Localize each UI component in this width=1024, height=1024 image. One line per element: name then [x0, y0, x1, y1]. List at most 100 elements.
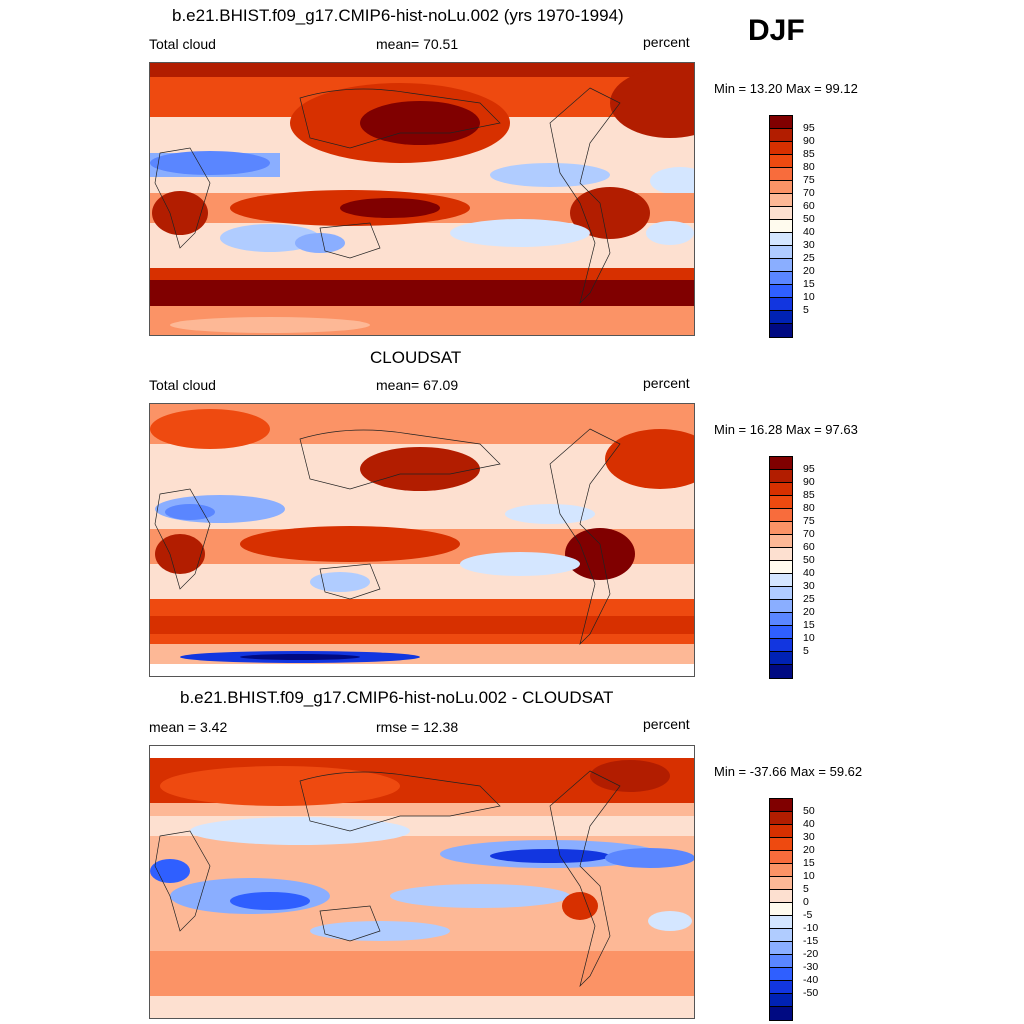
colorbar-swatch [770, 799, 792, 812]
colorbar-tick-label: 60 [803, 541, 815, 553]
colorbar-tick-label: 20 [803, 844, 815, 856]
colorbar-tick-label: 30 [803, 239, 815, 251]
panel-3-map-field [150, 746, 694, 1018]
colorbar-swatch [770, 942, 792, 955]
colorbar-swatch [770, 665, 792, 678]
panel-2-colorbar [769, 456, 793, 679]
colorbar-swatch [770, 968, 792, 981]
season-label: DJF [748, 14, 805, 47]
colorbar-swatch [770, 574, 792, 587]
colorbar-tick-label: 80 [803, 502, 815, 514]
colorbar-tick-label: 20 [803, 265, 815, 277]
colorbar-tick-label: -40 [803, 974, 819, 986]
colorbar-swatch [770, 825, 792, 838]
panel-3-map [149, 745, 695, 1019]
colorbar-swatch [770, 600, 792, 613]
colorbar-swatch [770, 324, 792, 337]
colorbar-swatch [770, 298, 792, 311]
colorbar-swatch [770, 613, 792, 626]
colorbar-swatch [770, 259, 792, 272]
colorbar-swatch [770, 838, 792, 851]
colorbar-swatch [770, 496, 792, 509]
colorbar-tick-label: -5 [803, 909, 813, 921]
colorbar-tick-label: -15 [803, 935, 819, 947]
colorbar-swatch [770, 877, 792, 890]
colorbar-tick-label: 95 [803, 463, 815, 475]
colorbar-swatch [770, 890, 792, 903]
panel-1-units-label: percent [643, 34, 690, 50]
panel-2-title: CLOUDSAT [370, 348, 462, 367]
colorbar-tick-label: 30 [803, 580, 815, 592]
colorbar-tick-label: 85 [803, 148, 815, 160]
colorbar-tick-label: 95 [803, 122, 815, 134]
colorbar-swatch [770, 587, 792, 600]
colorbar-swatch [770, 246, 792, 259]
panel-2-map-field [150, 404, 694, 676]
colorbar-tick-label: -20 [803, 948, 819, 960]
colorbar-tick-label: 80 [803, 161, 815, 173]
panel-3-rmse-label: rmse = 12.38 [376, 719, 459, 735]
colorbar-swatch [770, 561, 792, 574]
colorbar-swatch [770, 535, 792, 548]
panel-1-title: b.e21.BHIST.f09_g17.CMIP6-hist-noLu.002 … [172, 6, 624, 25]
panel-2-mean-label: mean= 67.09 [376, 377, 459, 393]
colorbar-swatch [770, 812, 792, 825]
colorbar-swatch [770, 864, 792, 877]
colorbar-swatch [770, 994, 792, 1007]
colorbar-tick-label: 70 [803, 187, 815, 199]
colorbar-tick-label: 15 [803, 278, 815, 290]
colorbar-tick-label: 30 [803, 831, 815, 843]
colorbar-tick-label: 90 [803, 135, 815, 147]
colorbar-tick-label: 40 [803, 818, 815, 830]
panel-1-colorbar [769, 115, 793, 338]
colorbar-swatch [770, 181, 792, 194]
colorbar-tick-label: 60 [803, 200, 815, 212]
colorbar-swatch [770, 903, 792, 916]
colorbar-swatch [770, 470, 792, 483]
colorbar-swatch [770, 981, 792, 994]
colorbar-swatch [770, 955, 792, 968]
colorbar-swatch [770, 233, 792, 246]
colorbar-swatch [770, 457, 792, 470]
colorbar-swatch [770, 194, 792, 207]
panel-3-units-label: percent [643, 716, 690, 732]
colorbar-swatch [770, 220, 792, 233]
panel-3-minmax: Min = -37.66 Max = 59.62 [714, 764, 863, 779]
colorbar-swatch [770, 129, 792, 142]
panel-3-title: b.e21.BHIST.f09_g17.CMIP6-hist-noLu.002 … [180, 688, 614, 707]
colorbar-swatch [770, 626, 792, 639]
colorbar-tick-label: 5 [803, 645, 809, 657]
colorbar-tick-label: 85 [803, 489, 815, 501]
colorbar-tick-label: 50 [803, 554, 815, 566]
colorbar-tick-label: 5 [803, 883, 809, 895]
colorbar-tick-label: 10 [803, 870, 815, 882]
colorbar-tick-label: 20 [803, 606, 815, 618]
colorbar-tick-label: 75 [803, 515, 815, 527]
colorbar-tick-label: -10 [803, 922, 819, 934]
colorbar-tick-label: 5 [803, 304, 809, 316]
colorbar-tick-label: 40 [803, 226, 815, 238]
colorbar-tick-label: 0 [803, 896, 809, 908]
colorbar-swatch [770, 285, 792, 298]
colorbar-tick-label: -50 [803, 987, 819, 999]
panel-1-mean-label: mean= 70.51 [376, 36, 459, 52]
colorbar-tick-label: 15 [803, 857, 815, 869]
panel-2-variable-label: Total cloud [149, 377, 216, 393]
panel-2-map [149, 403, 695, 677]
colorbar-tick-label: 50 [803, 805, 815, 817]
colorbar-swatch [770, 916, 792, 929]
colorbar-swatch [770, 142, 792, 155]
colorbar-swatch [770, 1007, 792, 1020]
colorbar-tick-label: 40 [803, 567, 815, 579]
colorbar-swatch [770, 311, 792, 324]
colorbar-swatch [770, 548, 792, 561]
colorbar-swatch [770, 652, 792, 665]
colorbar-swatch [770, 851, 792, 864]
colorbar-tick-label: 75 [803, 174, 815, 186]
colorbar-tick-label: 10 [803, 632, 815, 644]
panel-3-mean-label: mean = 3.42 [149, 719, 228, 735]
colorbar-swatch [770, 155, 792, 168]
panel-1-variable-label: Total cloud [149, 36, 216, 52]
colorbar-swatch [770, 483, 792, 496]
colorbar-swatch [770, 639, 792, 652]
